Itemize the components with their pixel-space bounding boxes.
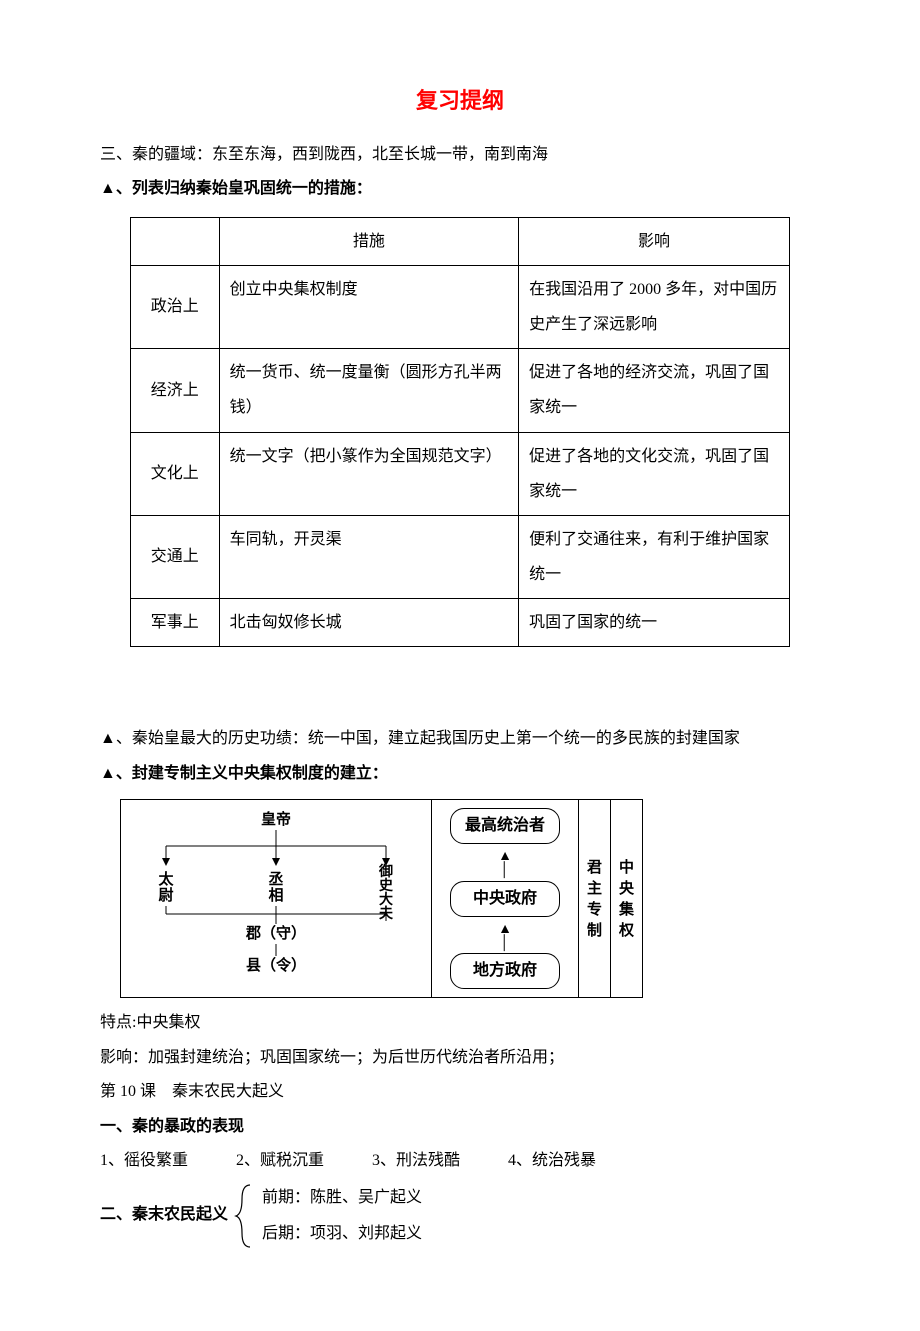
cell-effect: 在我国沿用了 2000 多年，对中国历史产生了深远影响 <box>519 265 790 348</box>
node-taiwei: 太尉 <box>158 870 174 904</box>
influence-line: 影响：加强封建统治；巩固国家统一；为后世历代统治者所沿用； <box>100 1043 820 1073</box>
th-effect: 影响 <box>519 217 790 265</box>
node-central-gov: 中央政府 <box>450 881 560 917</box>
char: 集 <box>619 899 634 920</box>
uprising-options: 前期：陈胜、吴广起义 后期：项羽、刘邦起义 <box>262 1180 422 1250</box>
cell-cat: 交通上 <box>131 515 220 598</box>
cell-effect: 便利了交通往来，有利于维护国家统一 <box>519 515 790 598</box>
cell-effect: 巩固了国家的统一 <box>519 599 790 647</box>
table-row: 经济上 统一货币、统一度量衡（圆形方孔半两钱） 促进了各地的经济交流，巩固了国家… <box>131 349 790 432</box>
uprising-heading: 二、秦末农民起义 <box>100 1200 228 1230</box>
node-top-ruler: 最高统治者 <box>450 808 560 844</box>
table-row: 交通上 车同轨，开灵渠 便利了交通往来，有利于维护国家统一 <box>131 515 790 598</box>
cell-measure: 创立中央集权制度 <box>219 265 519 348</box>
label-centralization: 中 央 集 权 <box>611 800 642 997</box>
table-row: 军事上 北击匈奴修长城 巩固了国家的统一 <box>131 599 790 647</box>
cell-effect: 促进了各地的文化交流，巩固了国家统一 <box>519 432 790 515</box>
cell-measure: 车同轨，开灵渠 <box>219 515 519 598</box>
node-chengxiang: 丞相 <box>268 871 283 904</box>
char: 主 <box>587 878 602 899</box>
char: 中 <box>619 857 634 878</box>
brace-icon <box>234 1181 256 1251</box>
char: 权 <box>619 920 634 941</box>
territory-line: 三、秦的疆域：东至东海，西到陇西，北至长城一带，南到南海 <box>100 140 820 170</box>
table-heading: ▲、列表归纳秦始皇巩固统一的措施： <box>100 174 820 204</box>
char: 君 <box>587 857 602 878</box>
doc-title: 复习提纲 <box>100 80 820 122</box>
system-heading: ▲、封建专制主义中央集权制度的建立： <box>100 759 820 789</box>
org-diagram: 皇帝 太尉 丞相 御史大夫 郡（守） 县（令） 最高统治者 ▲│ 中央政府 <box>120 799 820 998</box>
org-tree-svg: 皇帝 太尉 丞相 御史大夫 郡（守） 县（令） <box>131 806 421 976</box>
diagram-right: 最高统治者 ▲│ 中央政府 ▲│ 地方政府 君 主 专 制 中 央 集 权 <box>432 799 643 998</box>
merit-line: ▲、秦始皇最大的历史功绩：统一中国，建立起我国历史上第一个统一的多民族的封建国家 <box>100 724 820 754</box>
cell-cat: 政治上 <box>131 265 220 348</box>
cell-effect: 促进了各地的经济交流，巩固了国家统一 <box>519 349 790 432</box>
feature-line: 特点:中央集权 <box>100 1008 820 1038</box>
cell-cat: 文化上 <box>131 432 220 515</box>
node-emperor: 皇帝 <box>261 810 291 828</box>
uprising-early: 前期：陈胜、吴广起义 <box>262 1180 422 1215</box>
table-row: 文化上 统一文字（把小篆作为全国规范文字） 促进了各地的文化交流，巩固了国家统一 <box>131 432 790 515</box>
arrow-up-icon: ▲│ <box>450 921 560 949</box>
char: 专 <box>587 899 602 920</box>
label-monarchy: 君 主 专 制 <box>579 800 610 997</box>
cell-measure: 统一文字（把小篆作为全国规范文字） <box>219 432 519 515</box>
node-local-gov: 地方政府 <box>450 953 560 989</box>
diagram-hierarchy: 最高统治者 ▲│ 中央政府 ▲│ 地方政府 <box>432 800 578 997</box>
cell-cat: 军事上 <box>131 599 220 647</box>
char: 央 <box>619 878 634 899</box>
tyranny-heading: 一、秦的暴政的表现 <box>100 1112 820 1142</box>
measures-table: 措施 影响 政治上 创立中央集权制度 在我国沿用了 2000 多年，对中国历史产… <box>130 217 790 648</box>
cell-measure: 统一货币、统一度量衡（圆形方孔半两钱） <box>219 349 519 432</box>
node-xian: 县（令） <box>246 956 306 974</box>
cell-measure: 北击匈奴修长城 <box>219 599 519 647</box>
table-header-row: 措施 影响 <box>131 217 790 265</box>
th-blank <box>131 217 220 265</box>
arrow-up-icon: ▲│ <box>450 848 560 876</box>
cell-cat: 经济上 <box>131 349 220 432</box>
lesson-10-title: 第 10 课 秦末农民大起义 <box>100 1077 820 1107</box>
node-yushi: 御史大夫 <box>378 863 394 922</box>
table-row: 政治上 创立中央集权制度 在我国沿用了 2000 多年，对中国历史产生了深远影响 <box>131 265 790 348</box>
uprising-section: 二、秦末农民起义 前期：陈胜、吴广起义 后期：项羽、刘邦起义 <box>100 1180 820 1250</box>
diagram-left-tree: 皇帝 太尉 丞相 御史大夫 郡（守） 县（令） <box>120 799 432 998</box>
uprising-late: 后期：项羽、刘邦起义 <box>262 1216 422 1251</box>
node-jun: 郡（守） <box>245 924 306 942</box>
tyranny-items: 1、徭役繁重 2、赋税沉重 3、刑法残酷 4、统治残暴 <box>100 1146 820 1176</box>
char: 制 <box>587 920 602 941</box>
th-measure: 措施 <box>219 217 519 265</box>
